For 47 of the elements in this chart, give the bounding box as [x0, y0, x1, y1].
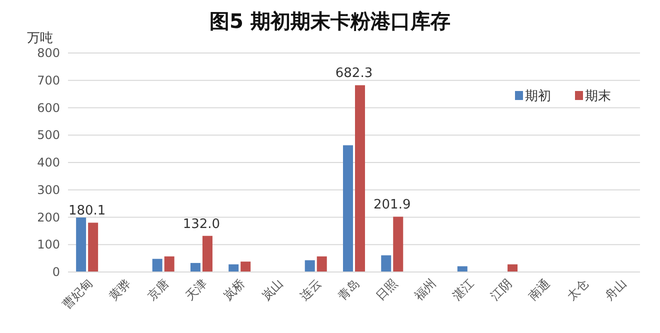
- x-tick-label: 京唐: [144, 276, 172, 304]
- bar: [88, 222, 98, 272]
- bar: [152, 258, 162, 272]
- bar: [190, 262, 200, 272]
- y-tick-label: 600: [37, 100, 60, 115]
- chart-title: 图5 期初期末卡粉港口库存: [210, 9, 450, 33]
- bar: [76, 218, 86, 272]
- x-tick-label: 岚桥: [220, 276, 248, 304]
- y-tick-label: 800: [37, 46, 60, 60]
- y-tick-label: 300: [37, 182, 60, 197]
- data-label: 180.1: [68, 204, 106, 219]
- x-tick-label: 黄骅: [106, 276, 134, 304]
- bar: [228, 264, 239, 272]
- y-tick-label: 500: [37, 128, 60, 142]
- bar: [316, 256, 327, 272]
- data-label: 201.9: [374, 198, 411, 213]
- bar: [304, 260, 315, 272]
- bar: [240, 262, 251, 272]
- x-tick-label: 福州: [412, 276, 438, 304]
- data-label: 682.3: [335, 66, 373, 82]
- y-axis-title: 万吨: [27, 31, 53, 46]
- x-tick-label: 湛江: [450, 276, 477, 304]
- bar: [393, 216, 404, 272]
- x-tick-label: 舟山: [602, 276, 630, 304]
- x-tick-label: 日照: [373, 276, 400, 304]
- y-tick-label: 400: [37, 156, 60, 170]
- y-tick-label: 200: [37, 210, 60, 224]
- y-tick-label: 0: [52, 265, 60, 279]
- legend-label: 期初: [525, 89, 551, 104]
- x-tick-label: 连云: [297, 276, 324, 304]
- y-tick-label: 100: [37, 238, 60, 252]
- x-tick-label: 天津: [182, 276, 210, 304]
- bar: [343, 145, 353, 272]
- data-label: 132.0: [182, 216, 220, 232]
- bar: [164, 256, 174, 272]
- legend-label: 期末: [585, 89, 611, 104]
- x-tick-label: 曹妃甸: [60, 276, 96, 312]
- x-tick-label: 太仓: [564, 276, 591, 304]
- x-tick-label: 岚山: [258, 276, 286, 304]
- x-tick-label: 南通: [526, 276, 553, 304]
- bar: [381, 255, 392, 272]
- x-tick-label: 江阴: [488, 276, 515, 304]
- y-tick-label: 700: [37, 73, 60, 88]
- x-tick-label: 青岛: [335, 276, 362, 304]
- bar: [508, 264, 518, 272]
- bar: [355, 85, 365, 272]
- bar: [202, 236, 212, 272]
